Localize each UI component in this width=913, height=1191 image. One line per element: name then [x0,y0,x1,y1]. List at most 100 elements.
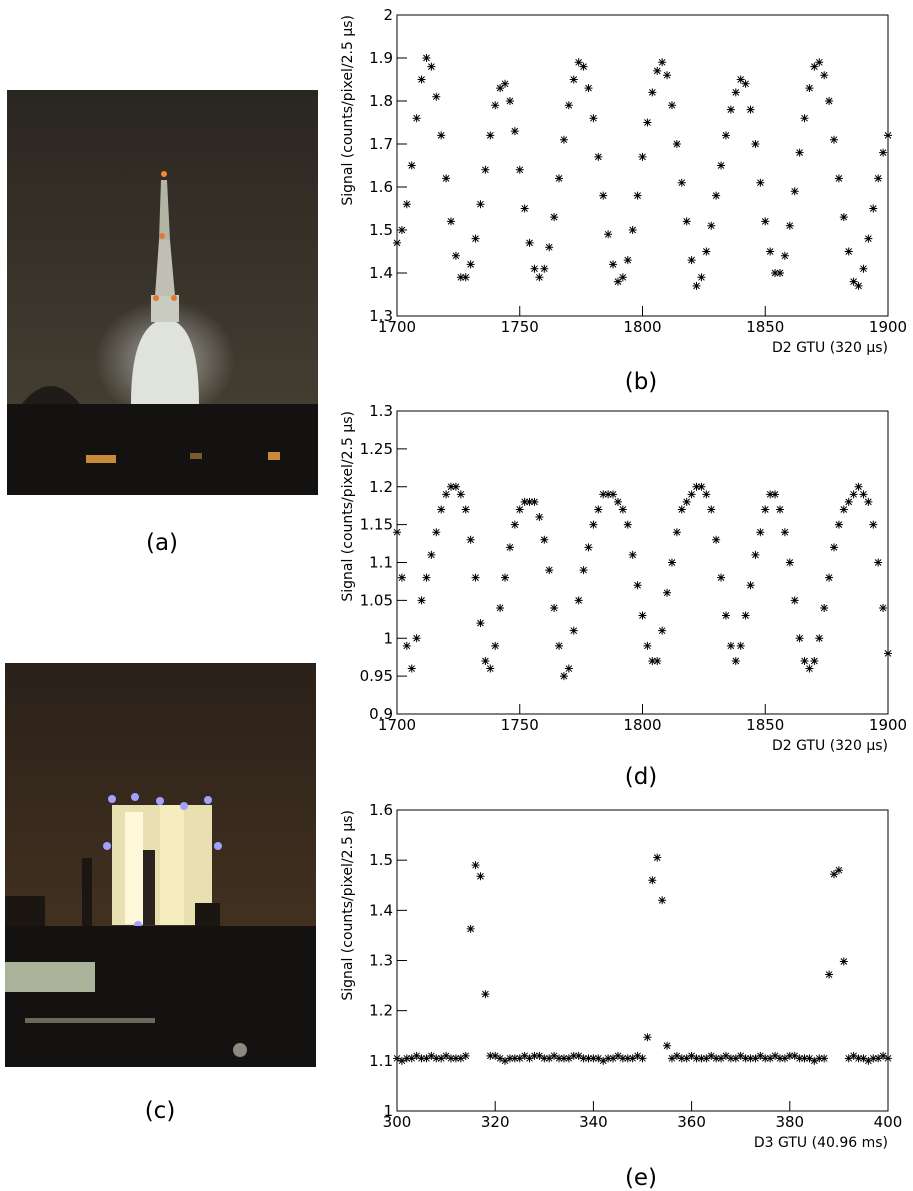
data-point [540,1054,549,1063]
data-point [545,243,554,252]
data-point [844,247,853,256]
y-tick-label: 1.3 [369,402,393,420]
data-point [682,497,691,506]
data-point [672,1051,681,1060]
x-tick-label: 1700 [378,716,416,734]
data-point [510,127,519,136]
data-point [604,230,613,239]
data-point [481,165,490,174]
data-point [442,490,451,499]
data-point [800,656,809,665]
data-point [771,1051,780,1060]
data-point [751,140,760,148]
data-point [599,1056,608,1065]
data-point [766,490,775,499]
data-point [510,520,519,529]
data-point [687,256,696,265]
data-point [569,626,578,635]
data-point [746,105,755,114]
data-point [854,482,863,491]
data-point [574,58,583,67]
data-point [564,101,573,110]
data-point [702,247,711,256]
data-point [545,1054,554,1063]
chart: 1700 1750 1800 1850 1900 1.3 1.4 1.5 1.6 1.7 1.8 1.… [340,6,907,395]
data-point [820,71,829,80]
data-point [589,1054,598,1063]
photo-caption: (a) [146,530,178,556]
data-point [525,497,534,506]
data-point [584,84,593,93]
data-point [775,505,784,514]
data-point [397,226,406,234]
x-tick-label: 380 [775,1113,804,1131]
data-point [491,101,500,110]
data-point [834,174,843,183]
x-tick-label: 400 [874,1113,903,1131]
data-point [471,573,480,582]
x-tick-label: 360 [677,1113,706,1131]
data-point [437,505,446,514]
data-point [829,543,838,552]
data-point [707,505,716,514]
data-point [491,1051,500,1060]
x-axis-label: D3 GTU (40.96 ms) [754,1135,888,1151]
data-point [505,97,514,105]
data-point [407,1054,416,1063]
y-tick-label: 1.9 [369,49,393,67]
data-point [540,535,549,544]
y-axis-label: Signal (counts/pixel/2.5 µs) [340,411,356,602]
data-point [815,634,824,643]
data-point [623,256,632,265]
data-point [648,876,657,885]
data-point [638,1054,647,1063]
data-point [574,1051,583,1060]
data-point [638,152,647,161]
data-point [579,62,588,71]
data-point [466,924,475,933]
data-point [884,1054,892,1063]
data-point [393,528,401,537]
data-point [471,234,480,243]
y-tick-label: 1.3 [369,307,393,325]
data-point [451,482,460,491]
data-point [501,1056,510,1065]
data-point [672,528,681,537]
data-point [515,165,524,174]
y-tick-label: 1.1 [369,1052,393,1070]
data-point [633,1051,642,1060]
data-point [559,672,568,681]
data-point [559,135,568,144]
data-point [476,619,485,628]
plot-frame [396,809,889,1112]
data-point [623,1054,632,1063]
y-axis-label: Signal (counts/pixel/2.5 µs) [340,810,356,1001]
data-point [417,596,426,605]
data-point [859,264,868,273]
data-point [402,1054,411,1063]
data-point [456,273,465,282]
data-point [481,656,490,665]
data-point [805,664,814,673]
data-point [520,497,529,506]
data-point [844,1054,853,1063]
data-point [707,221,716,230]
x-tick-label: 1800 [623,318,661,336]
data-point [501,79,510,88]
data-point [417,75,426,84]
data-point [780,528,789,537]
data-point [741,79,750,88]
data-point [667,1054,676,1063]
data-point [825,97,834,105]
y-tick-label: 1.5 [369,221,393,239]
data-point [535,513,544,522]
data-point [741,1054,750,1063]
data-point [569,75,578,84]
data-point [834,520,843,529]
data-point [874,1054,883,1063]
data-point [579,1054,588,1063]
data-point [530,264,539,273]
y-tick-label: 0.9 [369,705,393,723]
data-point [535,1051,544,1060]
